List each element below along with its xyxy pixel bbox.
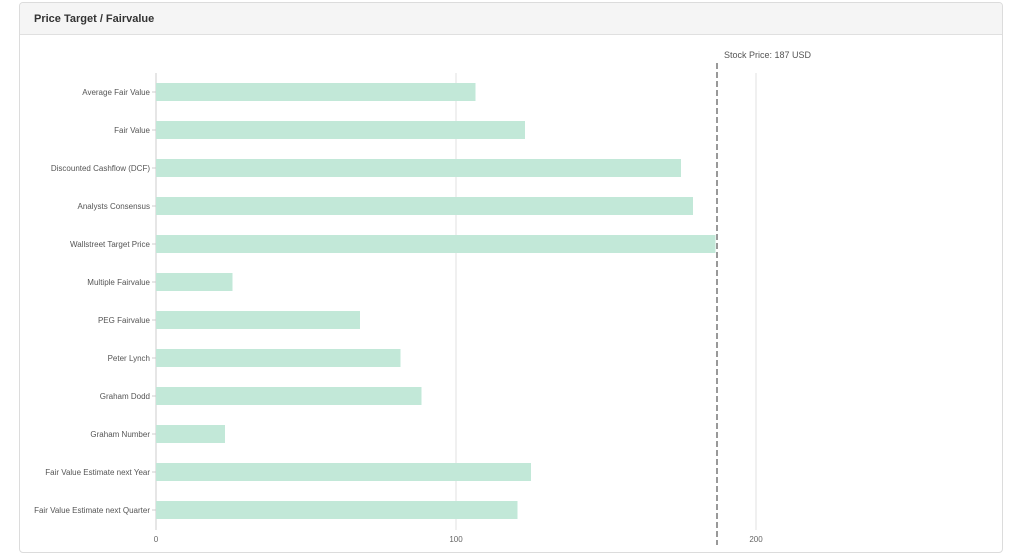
bar-1: [156, 121, 525, 139]
bar-0: [156, 83, 476, 101]
stock-price-label: Stock Price: 187 USD: [724, 50, 812, 60]
bar-2: [156, 159, 681, 177]
bar-9: [156, 425, 225, 443]
category-label: Graham Number: [90, 430, 150, 439]
bar-6: [156, 311, 360, 329]
category-label: Multiple Fairvalue: [87, 278, 150, 287]
card-title: Price Target / Fairvalue: [34, 12, 155, 25]
category-label: Average Fair Value: [82, 88, 150, 97]
x-tick-label: 200: [749, 535, 763, 544]
category-label: Discounted Cashflow (DCF): [51, 164, 150, 173]
bar-10: [156, 463, 531, 481]
category-label: Graham Dodd: [100, 392, 150, 401]
bar-4: [156, 235, 716, 253]
category-label: Peter Lynch: [108, 354, 150, 363]
category-label: Fair Value Estimate next Quarter: [34, 506, 150, 515]
bar-7: [156, 349, 401, 367]
category-label: PEG Fairvalue: [98, 316, 151, 325]
card-header: Price Target / Fairvalue: [20, 3, 1002, 35]
bar-11: [156, 501, 518, 519]
category-label: Fair Value Estimate next Year: [45, 468, 150, 477]
category-label: Fair Value: [114, 126, 150, 135]
bar-8: [156, 387, 422, 405]
bar-3: [156, 197, 693, 215]
category-label: Analysts Consensus: [78, 202, 150, 211]
x-tick-label: 100: [449, 535, 463, 544]
x-tick-label: 0: [154, 535, 159, 544]
category-label: Wallstreet Target Price: [70, 240, 151, 249]
bar-5: [156, 273, 233, 291]
